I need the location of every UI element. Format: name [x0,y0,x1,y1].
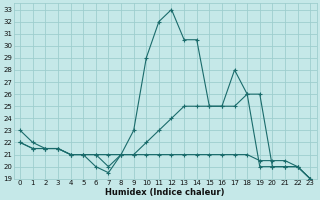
X-axis label: Humidex (Indice chaleur): Humidex (Indice chaleur) [106,188,225,197]
